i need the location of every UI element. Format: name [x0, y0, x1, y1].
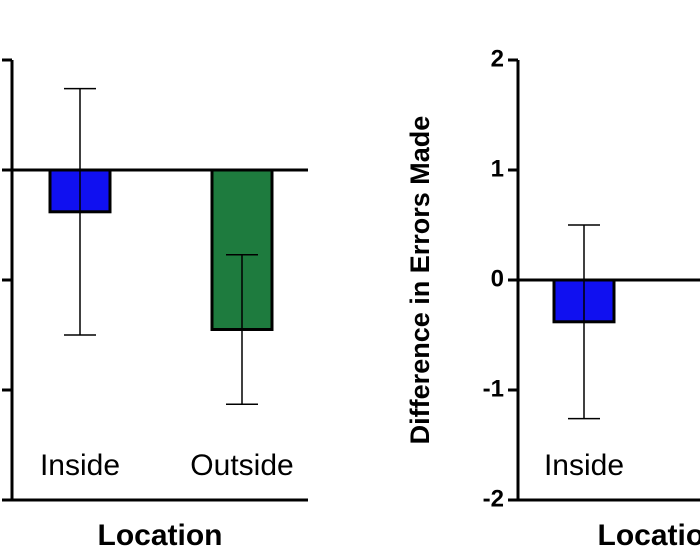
y-tick-label: -1: [483, 375, 504, 402]
x-axis-label: Location: [98, 519, 223, 552]
y-tick-label: 1: [491, 155, 504, 182]
y-tick-label: 0: [491, 265, 504, 292]
y-axis-label: Difference in Errors Made: [405, 116, 435, 445]
x-tick-label: Inside: [544, 449, 624, 482]
y-tick-label: 2: [491, 45, 504, 72]
x-axis-label: Location: [598, 519, 700, 552]
x-tick-label: Inside: [40, 449, 120, 482]
x-tick-label: Outside: [190, 449, 293, 482]
y-tick-label: -2: [483, 485, 504, 512]
